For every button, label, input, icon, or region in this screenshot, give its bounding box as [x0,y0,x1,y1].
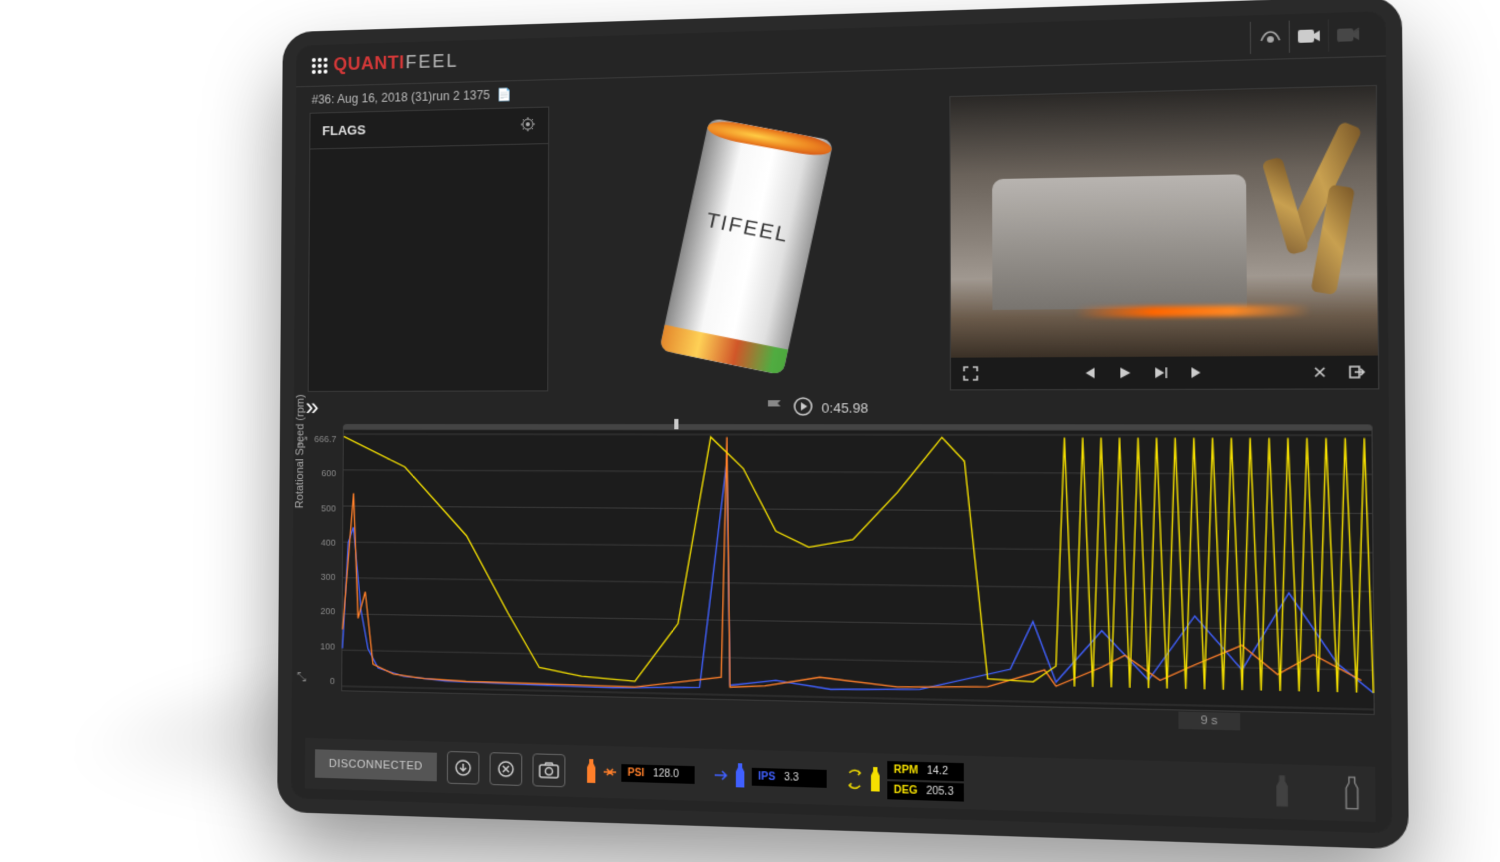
bottle-psi-icon [584,758,599,785]
app-screen: QUANTI FEEL #36: Aug 16, 2018 (31)run 2 … [291,11,1392,833]
session-text: #36: Aug 16, 2018 (31)run 2 1375 [312,88,490,107]
deg-label: DEG [894,785,918,797]
y-collapse-icon[interactable]: ⤡ [297,670,307,685]
y-axis-label: Rotational Speed (rpm) [294,394,307,508]
bottle-ghost-icon[interactable] [1270,774,1293,810]
expand-sidebar-button[interactable]: » [305,394,318,422]
bottom-bar: DISCONNECTED PSI 128.0 IPS 3.3 [305,738,1376,822]
playhead-timestamp: 0:45.98 [822,400,869,416]
camera-disabled-icon[interactable] [1328,18,1368,52]
tablet-frame: QUANTI FEEL #36: Aug 16, 2018 (31)run 2 … [277,0,1409,850]
chart-area[interactable]: ⤢ ⤡ Rotational Speed (rpm) 666.760050040… [341,429,1375,715]
cylinder-label: TIFEEL [704,210,791,249]
psi-value: 128.0 [653,768,679,780]
skip-fwd-icon[interactable] [1186,362,1209,384]
download-icon[interactable] [447,751,480,785]
chart-svg [342,430,1373,714]
bottle-rpm-icon [868,766,883,794]
connection-button[interactable]: DISCONNECTED [315,749,437,781]
bottle-outline-icon[interactable] [1340,776,1364,812]
flags-title: FLAGS [322,122,365,138]
metric-ips: IPS 3.3 [714,761,827,792]
skip-back-icon[interactable] [1078,362,1100,383]
ips-label: IPS [758,771,775,783]
bottle-ips-icon [733,762,748,790]
cylinder-view[interactable]: TIFEEL [556,96,941,391]
sensor-icon[interactable] [1250,20,1289,53]
camera-icon[interactable] [1289,19,1328,52]
logo-dots-icon [312,57,328,73]
metric-psi: PSI 128.0 [584,758,695,788]
close-video-icon[interactable] [1308,361,1331,383]
x-axis-label: 9 s [1178,712,1241,731]
brand-name-1: QUANTI [333,52,404,75]
flag-icon[interactable] [766,398,785,418]
metric-rpm-deg: RPM 14.2 DEG 205.3 [846,760,964,802]
upper-panels: FLAGS TIFEEL [294,85,1389,392]
snapshot-icon[interactable] [532,753,565,787]
video-viewport[interactable] [950,86,1377,358]
playhead-play-icon[interactable] [794,397,813,419]
video-panel [949,85,1379,390]
rpm-label: RPM [894,764,918,776]
flags-settings-icon[interactable] [520,116,536,136]
y-axis-ticks: 666.76005004003002001000 [313,430,337,690]
brand-name-2: FEEL [405,51,458,74]
video-controls [951,356,1378,390]
ips-value: 3.3 [784,771,799,783]
step-fwd-icon[interactable] [1150,362,1173,384]
delete-icon[interactable] [490,752,523,786]
play-icon[interactable] [1114,362,1137,383]
note-icon[interactable]: 📄 [497,87,512,102]
psi-label: PSI [628,767,645,779]
rpm-value: 14.2 [927,765,948,777]
flags-panel: FLAGS [308,107,550,392]
fullscreen-icon[interactable] [960,363,982,384]
export-video-icon[interactable] [1345,361,1368,383]
rotate-icon [846,768,863,790]
playhead-row: 0:45.98 [294,389,1389,425]
arrow-in-icon [603,765,618,780]
deg-value: 205.3 [926,786,953,799]
sensor-cylinder: TIFEEL [659,118,833,375]
arrow-right-icon [714,768,729,783]
